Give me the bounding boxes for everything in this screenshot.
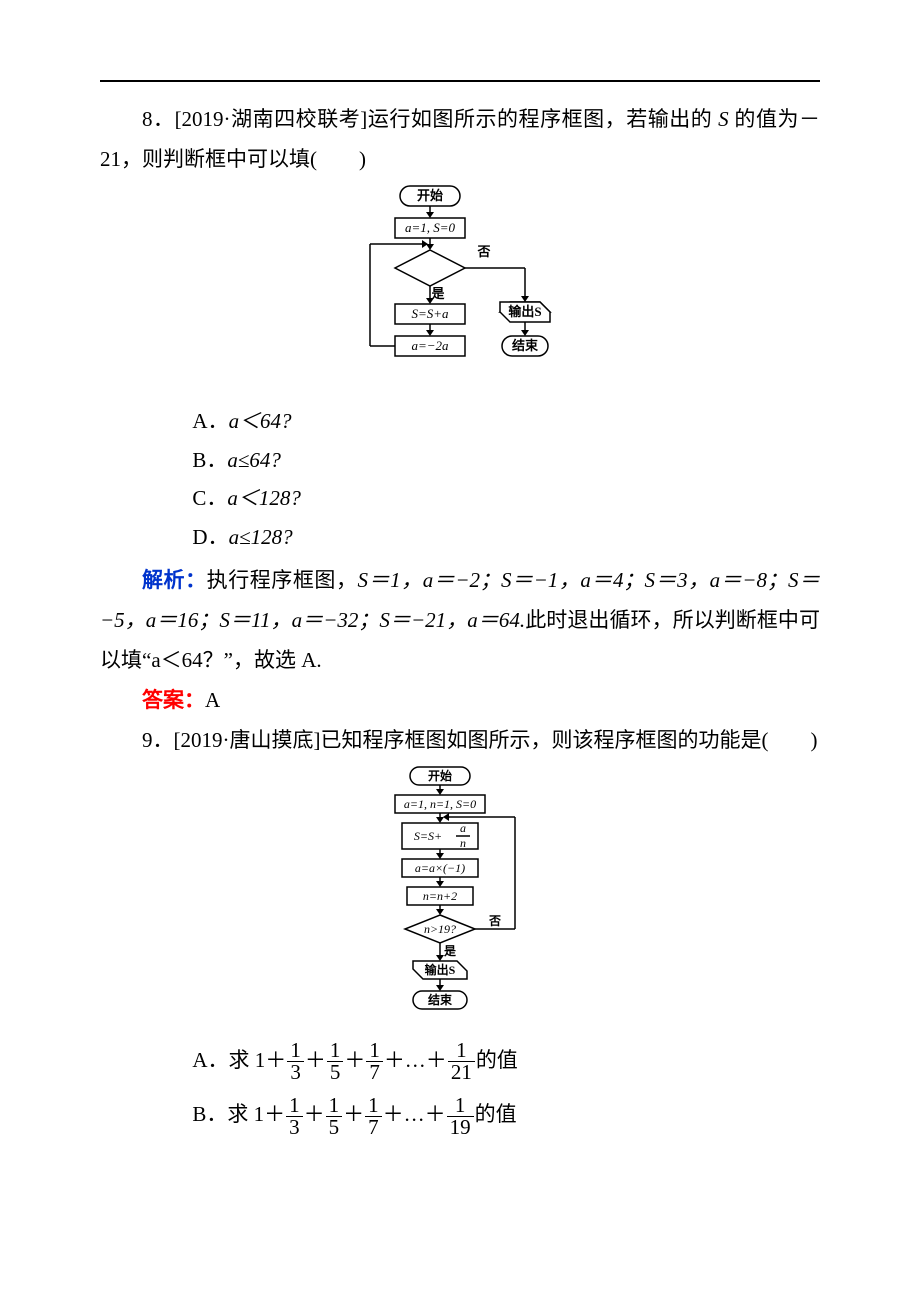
q9-a-d1: 5	[327, 1061, 344, 1083]
q9-flow-start: 开始	[428, 768, 452, 783]
q8-opt-a-pre: A．	[192, 409, 228, 433]
q9-stem: 9．[2019·唐山摸底]已知程序框图如图所示，则该程序框图的功能是( )	[100, 721, 820, 761]
q9-opt-b: B．求 1＋13＋15＋17＋…＋119的值	[100, 1087, 820, 1142]
q8-options: A．a＜64? B．a≤64? C．a＜128? D．a≤128?	[100, 402, 820, 557]
q8-opt-c: C．a＜128?	[100, 479, 820, 518]
q8-analysis-label: 解析：	[142, 568, 207, 592]
q9-stem-text: 已知程序框图如图所示，则该程序框图的功能是( )	[320, 728, 817, 752]
q9-flow-no: 否	[488, 914, 501, 928]
q9-a-tail: 的值	[476, 1048, 518, 1072]
q8-answer: 答案：A	[100, 681, 820, 721]
q8-opt-a: A．a＜64?	[100, 402, 820, 441]
q9-flow-cond: n>19?	[424, 922, 456, 936]
q8-flow-end: 结束	[512, 338, 539, 353]
q8-flow-svg: 开始 a=1, S=0 否 是 S=S+a a=−	[340, 184, 580, 394]
q8-opt-c-pre: C．	[192, 486, 227, 510]
q9-flow-s1a: S=S+	[414, 829, 442, 843]
frac-icon: 15	[326, 1095, 343, 1138]
q9-flow-s1n: a	[460, 821, 466, 835]
q9-b-tail: 的值	[475, 1102, 517, 1126]
frac-icon: 119	[447, 1095, 474, 1138]
q9-b-pre: B．求 1＋	[192, 1102, 285, 1126]
q8-ans-val: A	[205, 688, 220, 712]
q9-a-d0: 3	[287, 1061, 304, 1083]
q9-b-d1: 5	[326, 1116, 343, 1138]
top-rule	[100, 80, 820, 82]
q8-opt-d: D．a≤128?	[100, 518, 820, 557]
q8-analysis: 解析：执行程序框图，S＝1，a＝−2；S＝−1，a＝4；S＝3，a＝−8；S＝−…	[100, 561, 820, 681]
q9-a-mid: ＋…＋	[384, 1048, 447, 1072]
q9-flowchart: 开始 a=1, n=1, S=0 S=S+ a n a=a×(−1) n=n+2…	[100, 765, 820, 1025]
q9-flow-s3: n=n+2	[423, 889, 457, 903]
q8-opt-b-pre: B．	[192, 448, 227, 472]
q8-opt-c-body: a＜128?	[227, 486, 301, 510]
q8-flow-s2: a=−2a	[411, 338, 449, 353]
q9-flow-init: a=1, n=1, S=0	[404, 797, 476, 811]
q9-flow-svg: 开始 a=1, n=1, S=0 S=S+ a n a=a×(−1) n=n+2…	[355, 765, 565, 1025]
q9-flow-out: 输出S	[425, 962, 456, 977]
q8-opt-b: B．a≤64?	[100, 441, 820, 480]
q8-flowchart: 开始 a=1, S=0 否 是 S=S+a a=−	[100, 184, 820, 394]
q9-b-d2: 7	[365, 1116, 382, 1138]
q8-opt-a-body: a＜64?	[229, 409, 292, 433]
q8-ana-a: 执行程序框图，	[207, 568, 358, 592]
frac-icon: 13	[286, 1095, 303, 1138]
frac-icon: 15	[327, 1040, 344, 1083]
q9-a-d2: 7	[366, 1061, 383, 1083]
q8-stem: 8．[2019·湖南四校联考]运行如图所示的程序框图，若输出的 S 的值为－21…	[100, 100, 820, 180]
frac-icon: 121	[448, 1040, 475, 1083]
q9-a-pre: A．求 1＋	[192, 1048, 286, 1072]
q8-flow-start: 开始	[417, 188, 443, 203]
q8-flow-no: 否	[476, 244, 490, 259]
q8-opt-d-body: a≤128?	[229, 525, 293, 549]
q9-b-last: 19	[447, 1116, 474, 1138]
q8-var-s: S	[718, 107, 729, 131]
q9-opt-a: A．求 1＋13＋15＋17＋…＋121的值	[100, 1033, 820, 1088]
q9-source: 9．[2019·唐山摸底]	[142, 728, 320, 752]
q8-flow-out: 输出S	[508, 304, 541, 319]
frac-icon: 17	[366, 1040, 383, 1083]
q9-b-d0: 3	[286, 1116, 303, 1138]
q9-flow-end: 结束	[428, 992, 453, 1007]
q9-flow-yes: 是	[443, 944, 457, 958]
q8-flow-init: a=1, S=0	[405, 220, 456, 235]
q8-ans-label: 答案：	[142, 688, 205, 712]
q9-b-mid: ＋…＋	[383, 1102, 446, 1126]
q8-flow-s1: S=S+a	[411, 306, 449, 321]
q8-stem-a: 运行如图所示的程序框图，若输出的	[367, 107, 718, 131]
q8-opt-d-pre: D．	[192, 525, 228, 549]
q8-source: 8．[2019·湖南四校联考]	[142, 107, 367, 131]
frac-icon: 13	[287, 1040, 304, 1083]
q8-opt-b-body: a≤64?	[227, 448, 281, 472]
q9-flow-s1d: n	[460, 836, 466, 850]
q9-a-last: 21	[448, 1061, 475, 1083]
frac-icon: 17	[365, 1095, 382, 1138]
q9-flow-s2: a=a×(−1)	[415, 861, 465, 875]
